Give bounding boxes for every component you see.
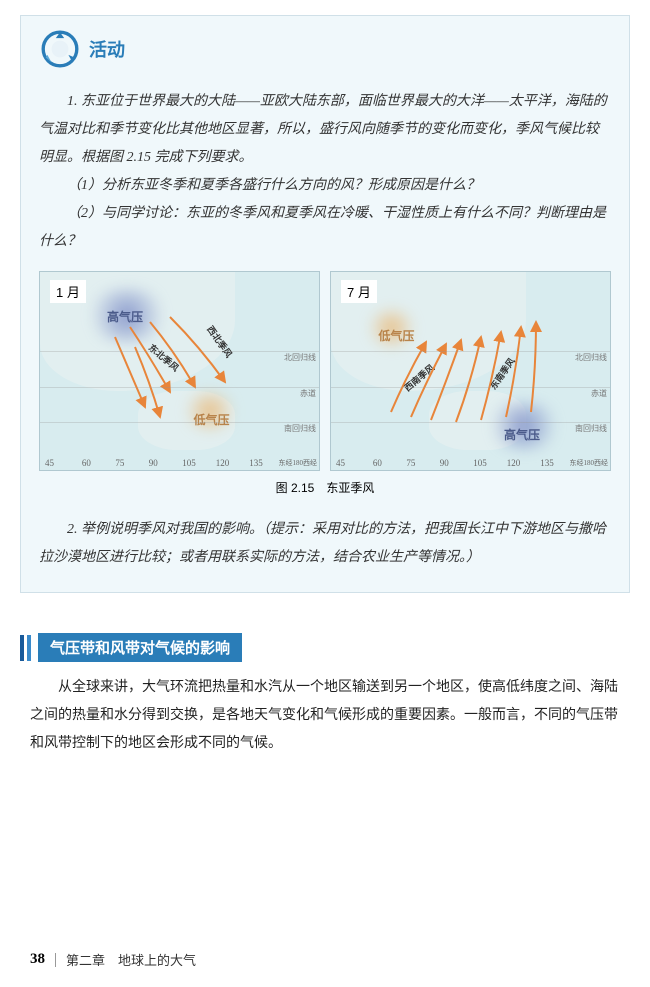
arrows-jul xyxy=(331,272,610,470)
page-number: 38 xyxy=(30,951,45,968)
activity-para1: 1. 东亚位于世界最大的大陆——亚欧大陆东部，面临世界最大的大洋——太平洋，海陆… xyxy=(39,88,611,172)
cycle-icon xyxy=(39,28,81,70)
activity-header: 活动 xyxy=(39,28,611,70)
lat-tropic-s-jul: 南回归线 xyxy=(331,422,610,434)
section-header: 气压带和风带对气候的影响 xyxy=(20,633,630,662)
map-july: 7 月 低气压 高气压 西南季风 东南季风 北回归线 赤道 南回归线 45 60… xyxy=(330,271,611,471)
activity-box: 活动 1. 东亚位于世界最大的大陆——亚欧大陆东部，面临世界最大的大洋——太平洋… xyxy=(20,15,630,593)
figure-caption: 图 2.15 东亚季风 xyxy=(39,479,611,496)
lat-tropic-n-jul: 北回归线 xyxy=(331,351,610,363)
map-january: 1 月 高气压 低气压 东北季风 西北季风 北回归线 赤道 南回归线 45 60… xyxy=(39,271,320,471)
activity-title: 活动 xyxy=(89,36,125,62)
section-body: 从全球来讲，大气环流把热量和水汽从一个地区输送到另一个地区，使高低纬度之间、海陆… xyxy=(30,674,620,758)
chapter-label: 第二章 地球上的大气 xyxy=(66,950,196,969)
footer-divider xyxy=(55,953,56,967)
lat-equator-jul: 赤道 xyxy=(331,387,610,399)
lat-tropic-s-jan: 南回归线 xyxy=(40,422,319,434)
activity-para2: 2. 举例说明季风对我国的影响。（提示：采用对比的方法，把我国长江中下游地区与撒… xyxy=(39,516,611,572)
activity-q2: （2）与同学讨论：东亚的冬季风和夏季风在冷暖、干湿性质上有什么不同？判断理由是什… xyxy=(39,200,611,256)
lat-tropic-n-jan: 北回归线 xyxy=(40,351,319,363)
maps-container: 1 月 高气压 低气压 东北季风 西北季风 北回归线 赤道 南回归线 45 60… xyxy=(39,271,611,471)
section-title: 气压带和风带对气候的影响 xyxy=(38,633,242,662)
section-bars-icon xyxy=(20,635,34,661)
arrows-jan xyxy=(40,272,319,470)
activity-q1: （1）分析东亚冬季和夏季各盛行什么方向的风？形成原因是什么？ xyxy=(39,172,611,200)
lat-equator-jan: 赤道 xyxy=(40,387,319,399)
page-footer: 38 第二章 地球上的大气 xyxy=(30,950,196,969)
